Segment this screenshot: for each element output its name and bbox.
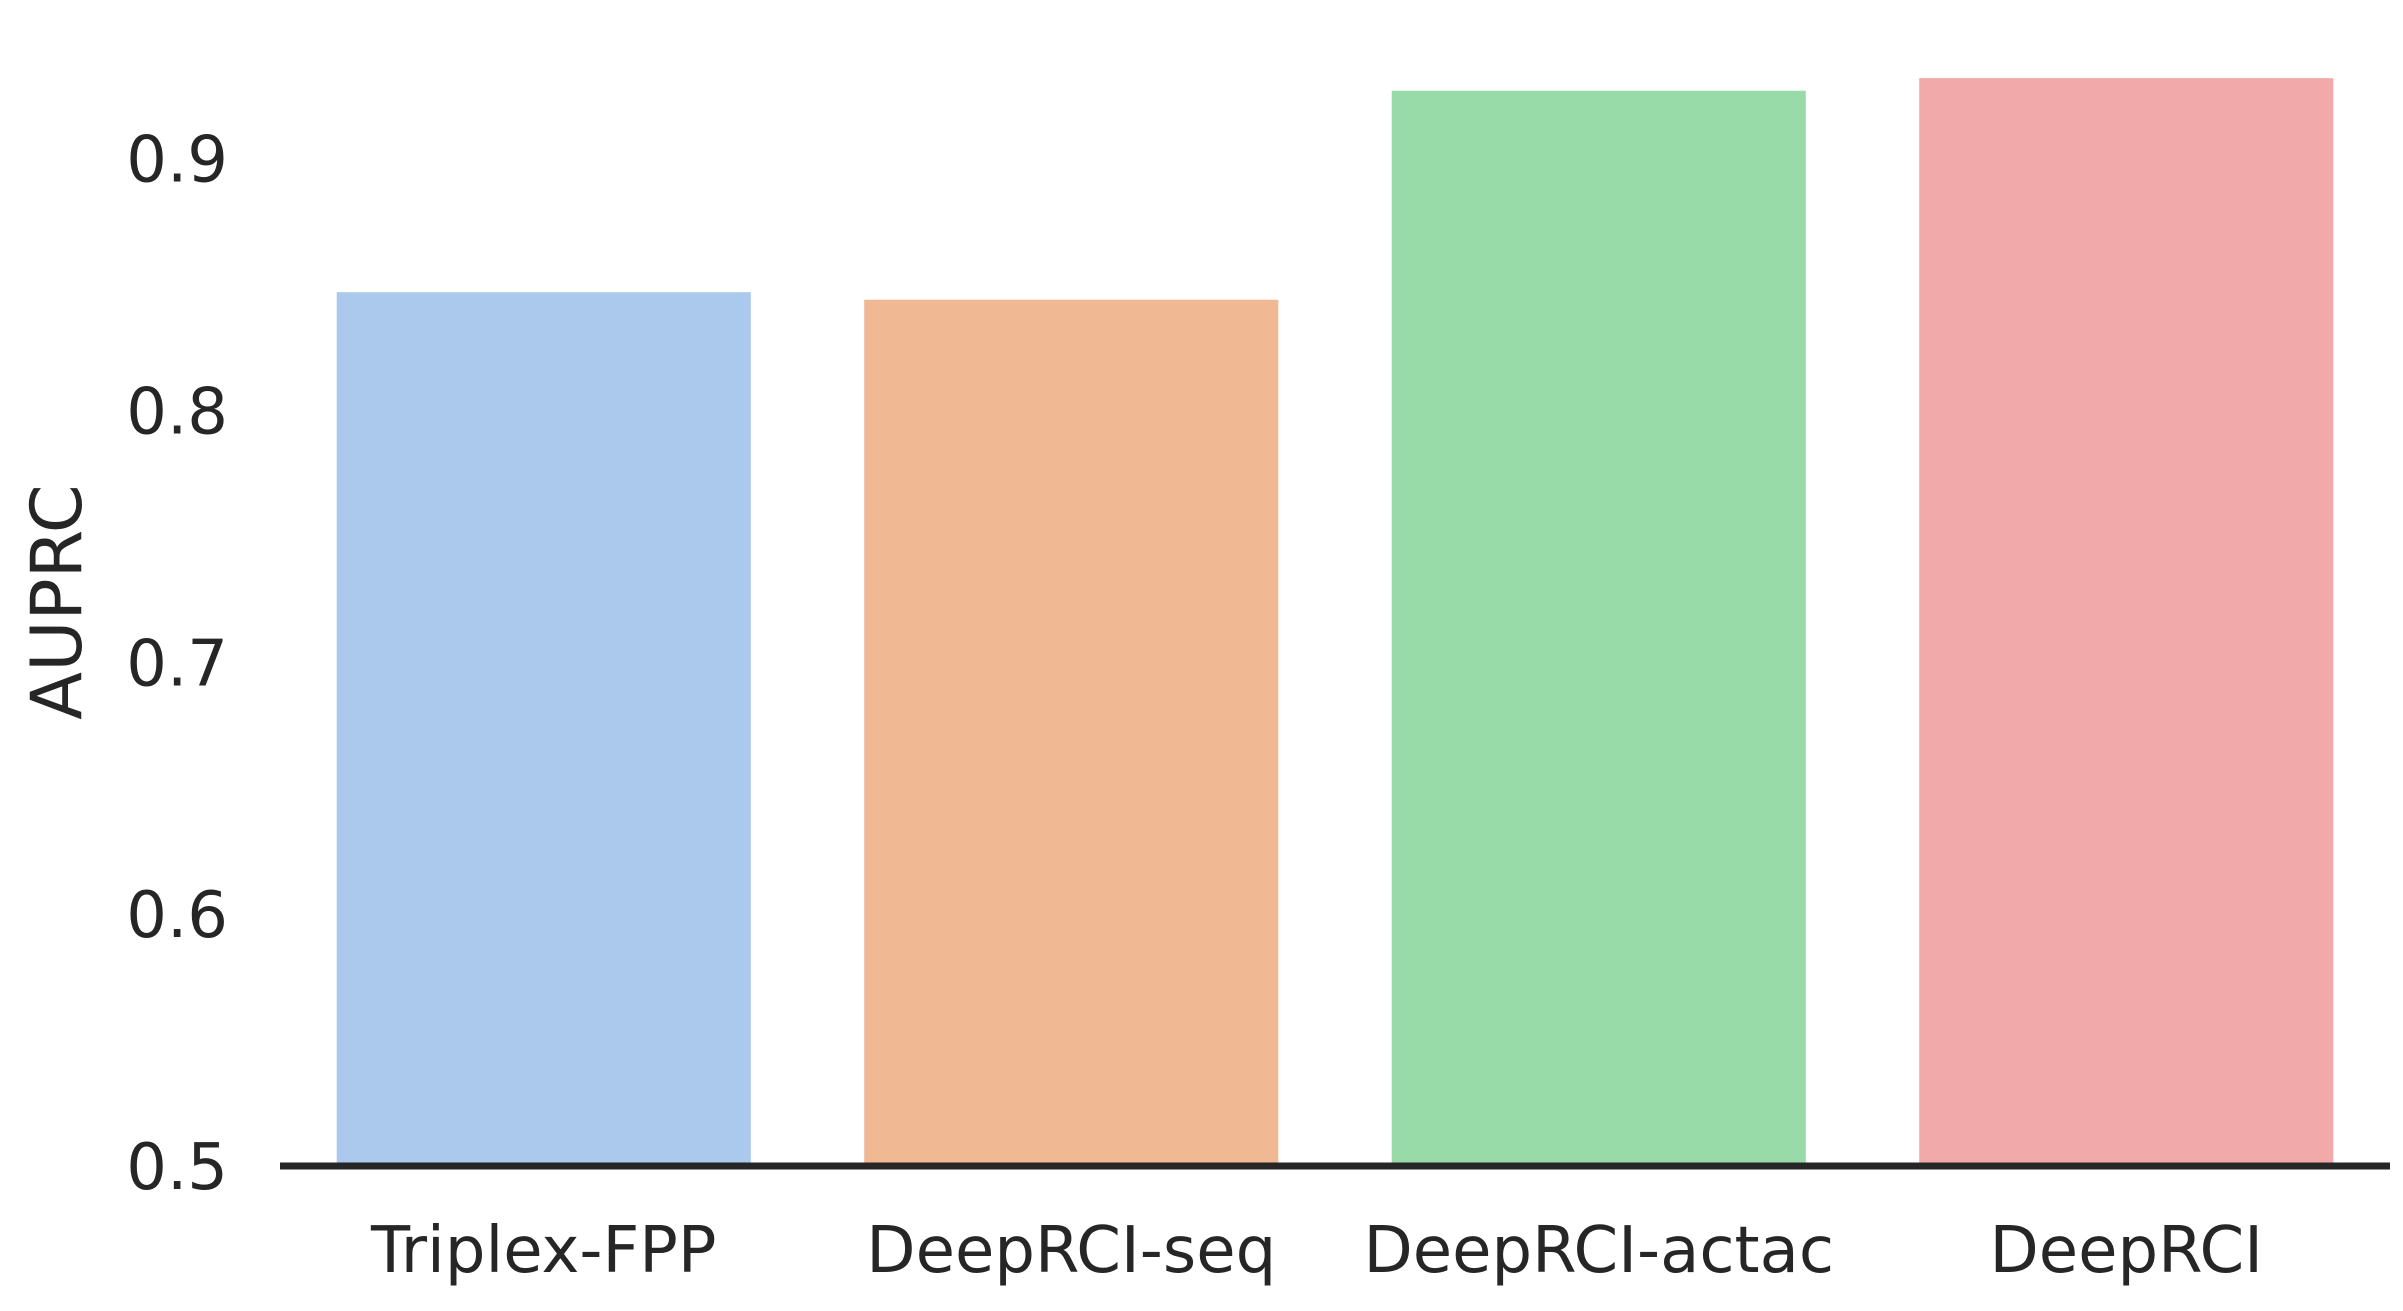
bar-deeprci-actac [1391,90,1806,1167]
x-tick-label: DeepRCI-actac [1364,1214,1835,1288]
bar-triplex-fpp [336,292,751,1166]
y-tick-label: 0.8 [126,376,228,450]
y-axis-label: AUPRC [16,484,98,719]
bars-group [336,78,2334,1167]
x-tick-label: DeepRCI-seq [866,1214,1276,1288]
y-axis-ticks: 0.5 0.6 0.7 0.8 0.9 [126,124,228,1205]
y-tick-label: 0.6 [126,879,228,953]
bar-deeprci-seq [864,299,1279,1166]
y-tick-label: 0.9 [126,124,228,198]
x-tick-label: DeepRCI [1990,1214,2264,1288]
bar-deeprci [1919,78,2334,1166]
x-tick-label: Triplex-FPP [370,1214,716,1288]
y-tick-label: 0.5 [126,1131,228,1205]
x-axis-labels: Triplex-FPP DeepRCI-seq DeepRCI-actac DeepR… [370,1214,2263,1288]
y-tick-label: 0.7 [126,627,228,701]
